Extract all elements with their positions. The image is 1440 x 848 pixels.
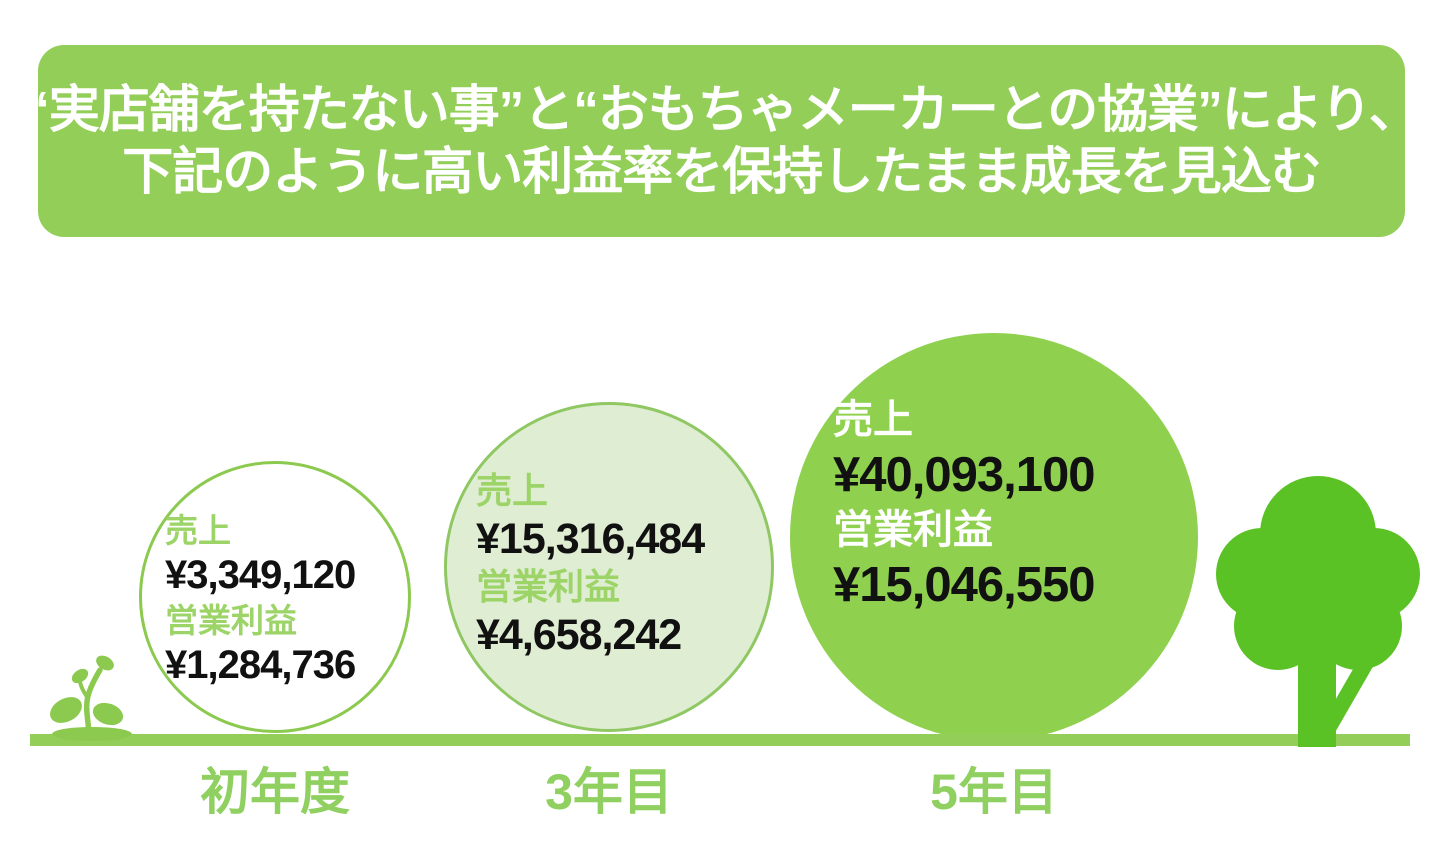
stage-label-first-year: 初年度 [200, 764, 350, 820]
sales-value: ¥3,349,120 [165, 553, 356, 597]
sales-label: 売上 [165, 512, 231, 549]
stage-label-year-5: 5年目 [930, 764, 1058, 820]
bubble-year-5: 売上 ¥40,093,100 営業利益 ¥15,046,550 [790, 333, 1198, 741]
bubble-first-year-text: 売上 ¥3,349,120 営業利益 ¥1,284,736 [165, 508, 356, 688]
seedling-icon [50, 655, 132, 741]
profit-label: 営業利益 [165, 602, 297, 639]
profit-label: 営業利益 [833, 508, 993, 552]
header-banner: “実店舗を持たない事”と“おもちゃメーカーとの協業”により、 下記のように高い利… [24, 45, 1420, 237]
profit-value: ¥4,658,242 [476, 611, 682, 659]
bubble-year-3: 売上 ¥15,316,484 営業利益 ¥4,658,242 [444, 402, 774, 732]
header-title-line2: 下記のように高い利益率を保持したまま成長を見込む [122, 143, 1321, 200]
ground-line [30, 734, 1410, 746]
tree-icon [1216, 476, 1420, 747]
stage-label-year-3: 3年目 [545, 764, 673, 820]
bubble-year-3-text: 売上 ¥15,316,484 営業利益 ¥4,658,242 [476, 467, 705, 659]
bubble-first-year: 売上 ¥3,349,120 営業利益 ¥1,284,736 [139, 461, 411, 733]
profit-value: ¥1,284,736 [165, 643, 356, 687]
sales-value: ¥40,093,100 [833, 448, 1095, 502]
profit-value: ¥15,046,550 [833, 558, 1095, 612]
bubble-year-5-text: 売上 ¥40,093,100 営業利益 ¥15,046,550 [833, 393, 1095, 613]
sales-value: ¥15,316,484 [476, 515, 705, 563]
sales-label: 売上 [476, 470, 549, 511]
header-title-line1: “実店舗を持たない事”と“おもちゃメーカーとの協業”により、 [24, 81, 1419, 138]
sales-label: 売上 [833, 398, 913, 442]
profit-label: 営業利益 [476, 566, 621, 607]
